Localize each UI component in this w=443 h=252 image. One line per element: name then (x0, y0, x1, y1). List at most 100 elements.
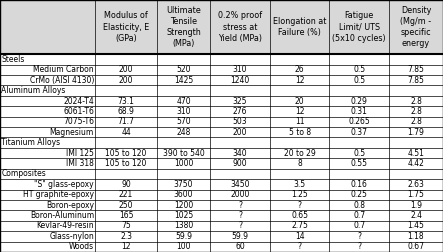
Text: 2.3: 2.3 (120, 232, 132, 241)
Text: Magnesium: Magnesium (50, 128, 94, 137)
Text: 0.37: 0.37 (351, 128, 368, 137)
Text: HT graphite-epoxy: HT graphite-epoxy (23, 190, 94, 199)
Text: 2.4: 2.4 (410, 211, 422, 220)
Text: 200: 200 (233, 128, 247, 137)
Text: 3750: 3750 (174, 180, 193, 189)
Text: 1025: 1025 (174, 211, 193, 220)
Text: CrMo (AISI 4130): CrMo (AISI 4130) (30, 76, 94, 85)
Text: 75: 75 (121, 222, 131, 231)
Text: 310: 310 (176, 107, 191, 116)
Text: 12: 12 (121, 242, 131, 251)
Text: 200: 200 (119, 76, 133, 85)
Text: 276: 276 (233, 107, 247, 116)
Text: 100: 100 (176, 242, 191, 251)
Text: 0.7: 0.7 (353, 222, 365, 231)
Text: 325: 325 (233, 97, 247, 106)
Text: 59.9: 59.9 (232, 232, 249, 241)
Text: Woods: Woods (69, 242, 94, 251)
Text: 1425: 1425 (174, 76, 193, 85)
Text: ?: ? (238, 211, 242, 220)
Text: 1.75: 1.75 (408, 190, 424, 199)
Text: 390 to 540: 390 to 540 (163, 149, 205, 158)
Text: 4.51: 4.51 (408, 149, 424, 158)
Text: 1.45: 1.45 (408, 222, 424, 231)
Text: 2.8: 2.8 (410, 117, 422, 126)
Text: 71.7: 71.7 (118, 117, 135, 126)
Text: 0.5: 0.5 (353, 65, 365, 74)
Text: 12: 12 (295, 76, 304, 85)
Text: 2.8: 2.8 (410, 107, 422, 116)
Text: ?: ? (238, 201, 242, 210)
Text: Density
(Mg/m -
specific
energy: Density (Mg/m - specific energy (400, 6, 431, 48)
Text: 2.63: 2.63 (408, 180, 424, 189)
Text: 7.85: 7.85 (408, 65, 424, 74)
Text: 105 to 120: 105 to 120 (105, 159, 147, 168)
Text: 0.265: 0.265 (348, 117, 370, 126)
Text: ?: ? (298, 242, 302, 251)
Text: 470: 470 (176, 97, 191, 106)
Text: 73.1: 73.1 (118, 97, 135, 106)
Text: 310: 310 (233, 65, 247, 74)
Text: Elongation at
Failure (%): Elongation at Failure (%) (273, 17, 326, 37)
Text: IMI 318: IMI 318 (66, 159, 94, 168)
Text: 248: 248 (176, 128, 191, 137)
Text: Titanium Alloys: Titanium Alloys (1, 138, 61, 147)
Text: 0.16: 0.16 (351, 180, 368, 189)
Text: 90: 90 (121, 180, 131, 189)
Text: 570: 570 (176, 117, 191, 126)
Text: 8: 8 (297, 159, 302, 168)
Text: 2024-T4: 2024-T4 (63, 97, 94, 106)
Text: 20: 20 (295, 97, 304, 106)
Text: 44: 44 (121, 128, 131, 137)
Text: 0.65: 0.65 (291, 211, 308, 220)
Text: Fatigue
Limit/ UTS
(5x10 cycles): Fatigue Limit/ UTS (5x10 cycles) (332, 12, 386, 43)
Text: 340: 340 (233, 149, 248, 158)
Text: 0.2% proof
stress at
Yield (MPa): 0.2% proof stress at Yield (MPa) (218, 12, 262, 43)
Text: 1200: 1200 (174, 201, 193, 210)
Text: 7.85: 7.85 (408, 76, 424, 85)
Text: 0.25: 0.25 (351, 190, 368, 199)
Text: Medium Carbon: Medium Carbon (33, 65, 94, 74)
Text: 200: 200 (119, 65, 133, 74)
Text: 1000: 1000 (174, 159, 193, 168)
Text: 165: 165 (119, 211, 133, 220)
Text: ?: ? (357, 232, 361, 241)
Text: 68.9: 68.9 (118, 107, 135, 116)
Text: 1.18: 1.18 (408, 232, 424, 241)
Text: Boron-Aluminum: Boron-Aluminum (30, 211, 94, 220)
Text: 1240: 1240 (230, 76, 250, 85)
Text: 3.5: 3.5 (294, 180, 306, 189)
Text: 900: 900 (233, 159, 248, 168)
Text: ?: ? (238, 222, 242, 231)
Text: 503: 503 (233, 117, 248, 126)
Text: 1.79: 1.79 (408, 128, 424, 137)
Text: Ultimate
Tensile
Strength
(MPa): Ultimate Tensile Strength (MPa) (166, 6, 201, 48)
Text: Composites: Composites (1, 169, 46, 178)
Text: 250: 250 (119, 201, 133, 210)
Text: 1380: 1380 (174, 222, 193, 231)
Text: 0.31: 0.31 (351, 107, 368, 116)
Text: 2.8: 2.8 (410, 97, 422, 106)
Text: 12: 12 (295, 107, 304, 116)
Text: 20 to 29: 20 to 29 (284, 149, 315, 158)
Text: 6061-T6: 6061-T6 (63, 107, 94, 116)
Text: Glass-nylon: Glass-nylon (49, 232, 94, 241)
Text: IMI 125: IMI 125 (66, 149, 94, 158)
Bar (0, 0, 443, 54)
Text: ?: ? (357, 242, 361, 251)
Text: Boron-epoxy: Boron-epoxy (46, 201, 94, 210)
Text: 0.67: 0.67 (408, 242, 424, 251)
Text: ?: ? (298, 201, 302, 210)
Text: 59.9: 59.9 (175, 232, 192, 241)
Text: Kevlar-49-resin: Kevlar-49-resin (36, 222, 94, 231)
Text: 7075-T6: 7075-T6 (63, 117, 94, 126)
Text: 0.29: 0.29 (351, 97, 368, 106)
Text: 0.8: 0.8 (353, 201, 365, 210)
Text: 5 to 8: 5 to 8 (288, 128, 311, 137)
Text: 221: 221 (119, 190, 133, 199)
Text: 520: 520 (176, 65, 191, 74)
Text: 3450: 3450 (230, 180, 250, 189)
Text: 0.5: 0.5 (353, 149, 365, 158)
Text: 0.55: 0.55 (351, 159, 368, 168)
Text: 2000: 2000 (230, 190, 250, 199)
